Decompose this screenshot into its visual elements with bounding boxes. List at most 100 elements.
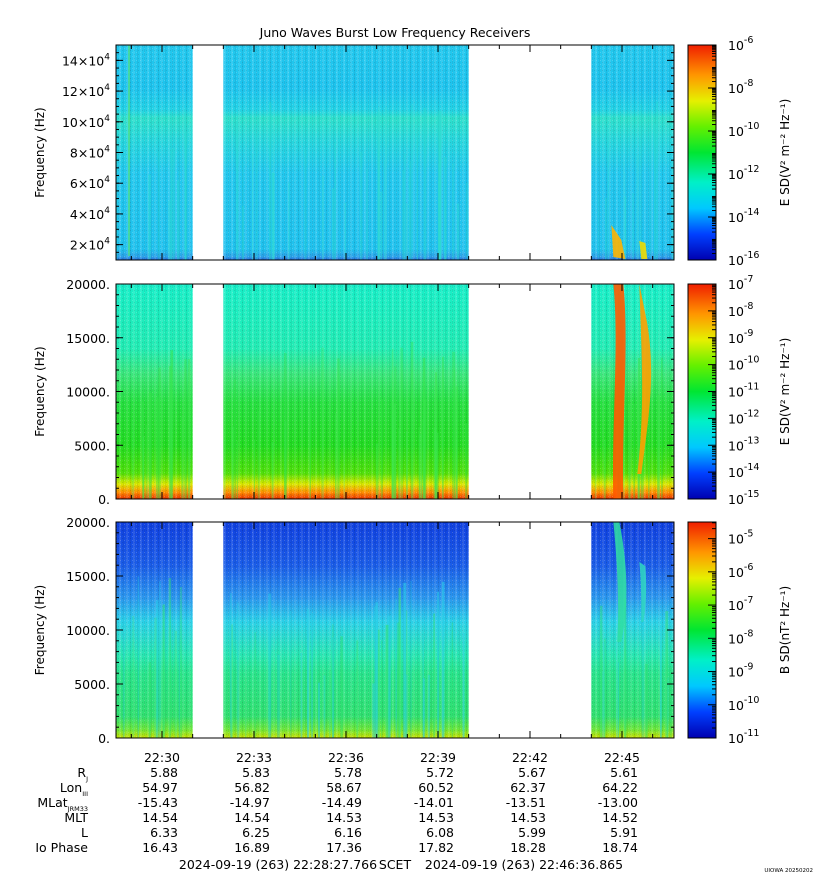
streak bbox=[181, 416, 184, 499]
y-tick-label: 20000. bbox=[66, 515, 110, 530]
streak bbox=[395, 598, 397, 738]
streak bbox=[381, 640, 383, 738]
y-tick-label: 8×104 bbox=[70, 145, 110, 161]
streak bbox=[438, 113, 442, 260]
streak bbox=[170, 350, 174, 499]
streak bbox=[318, 682, 320, 738]
panel-2: 20000. 15000. 10000. 5000. 0. Frequency (Hz) 1… bbox=[33, 274, 792, 507]
y-axis-label: Frequency (Hz) bbox=[33, 107, 47, 198]
streak bbox=[329, 669, 331, 738]
colorbar-label: B SD(nT² Hz⁻¹) bbox=[778, 586, 792, 674]
data-speckle bbox=[116, 284, 193, 499]
ephemeris-value: 6.08 bbox=[426, 825, 454, 840]
streak bbox=[398, 428, 400, 499]
streak bbox=[184, 132, 188, 260]
y-tick-label: 2×104 bbox=[70, 237, 110, 253]
colorbar-tick-label: 10-8 bbox=[728, 78, 753, 96]
streak bbox=[427, 674, 431, 738]
streak bbox=[416, 111, 418, 260]
ephemeris-label: MLT bbox=[64, 810, 88, 825]
streak bbox=[656, 101, 658, 260]
streak bbox=[600, 605, 603, 738]
streak bbox=[380, 191, 383, 260]
streak bbox=[423, 107, 427, 260]
streak bbox=[332, 637, 335, 738]
streak bbox=[410, 580, 412, 738]
streak bbox=[332, 624, 334, 738]
y-tick-label: 10×104 bbox=[62, 114, 110, 130]
ephemeris-value: 18.74 bbox=[602, 840, 638, 855]
streak bbox=[380, 398, 383, 499]
ephemeris-value: 14.54 bbox=[234, 810, 270, 825]
streak bbox=[178, 654, 180, 738]
streak bbox=[402, 170, 405, 260]
x-tick-label: 22:36 bbox=[328, 750, 364, 765]
streak bbox=[667, 677, 669, 738]
streak bbox=[422, 637, 424, 738]
y-tick-label: 5000. bbox=[74, 677, 110, 692]
ephemeris-value: 5.91 bbox=[610, 825, 638, 840]
streak bbox=[406, 431, 408, 499]
streak bbox=[242, 162, 244, 260]
streak bbox=[231, 426, 234, 499]
chart-title: Juno Waves Burst Low Frequency Receivers bbox=[259, 25, 531, 40]
streak bbox=[451, 622, 454, 738]
burst-feature bbox=[613, 522, 627, 642]
ephemeris-value: 14.53 bbox=[510, 810, 546, 825]
streak bbox=[158, 367, 161, 499]
streak bbox=[236, 440, 238, 499]
y-tick-label: 20000. bbox=[66, 277, 110, 292]
streak bbox=[223, 431, 226, 499]
streak bbox=[321, 347, 324, 499]
ephemeris-label: LonIII bbox=[60, 780, 88, 798]
streak bbox=[597, 194, 599, 260]
streak bbox=[372, 683, 375, 738]
streak bbox=[383, 160, 385, 260]
y-tick-label: 0. bbox=[98, 731, 110, 746]
streak bbox=[187, 359, 191, 499]
colorbar-tick-label: 10-10 bbox=[728, 355, 759, 373]
streak bbox=[665, 611, 669, 738]
streak bbox=[156, 397, 159, 499]
streak bbox=[277, 654, 280, 738]
streak bbox=[419, 433, 422, 499]
streak bbox=[451, 163, 455, 260]
streak bbox=[408, 176, 410, 260]
streak bbox=[437, 591, 439, 738]
ephemeris-value: 6.16 bbox=[334, 825, 362, 840]
streak bbox=[375, 602, 378, 738]
streak bbox=[172, 147, 175, 260]
data-speckle bbox=[591, 284, 674, 499]
y-tick-label: 10000. bbox=[66, 623, 110, 638]
streak bbox=[284, 421, 287, 499]
ephemeris-value: 62.37 bbox=[510, 780, 546, 795]
ephemeris-value: 14.53 bbox=[418, 810, 454, 825]
ephemeris-value: 5.83 bbox=[242, 765, 270, 780]
data-speckle bbox=[223, 45, 469, 260]
streak bbox=[436, 432, 439, 499]
y-tick-label: 14×104 bbox=[62, 52, 110, 68]
colorbar-tick-label: 10-15 bbox=[728, 489, 759, 507]
streak bbox=[648, 362, 650, 499]
streak bbox=[391, 348, 394, 499]
streak bbox=[603, 439, 606, 499]
colorbar-tick-label: 10-6 bbox=[728, 562, 753, 580]
streak bbox=[148, 662, 151, 738]
colorbar-tick-label: 10-9 bbox=[728, 662, 753, 680]
streak bbox=[272, 128, 275, 260]
streak bbox=[462, 632, 465, 738]
colorbar-label: E SD(V² m⁻² Hz⁻¹) bbox=[778, 99, 792, 207]
streak bbox=[439, 146, 441, 260]
colorbar bbox=[688, 522, 716, 738]
streak bbox=[640, 104, 642, 260]
streak bbox=[148, 392, 152, 499]
streak bbox=[174, 630, 177, 738]
ephemeris-value: -14.49 bbox=[322, 795, 362, 810]
ephemeris-label: L bbox=[81, 825, 88, 840]
colorbar-tick-label: 10-12 bbox=[728, 164, 759, 182]
colorbar-frame bbox=[687, 521, 717, 739]
x-tick-label: 22:45 bbox=[604, 750, 640, 765]
ephemeris-value: 54.97 bbox=[142, 780, 178, 795]
streak bbox=[168, 365, 172, 499]
streak bbox=[654, 124, 656, 260]
